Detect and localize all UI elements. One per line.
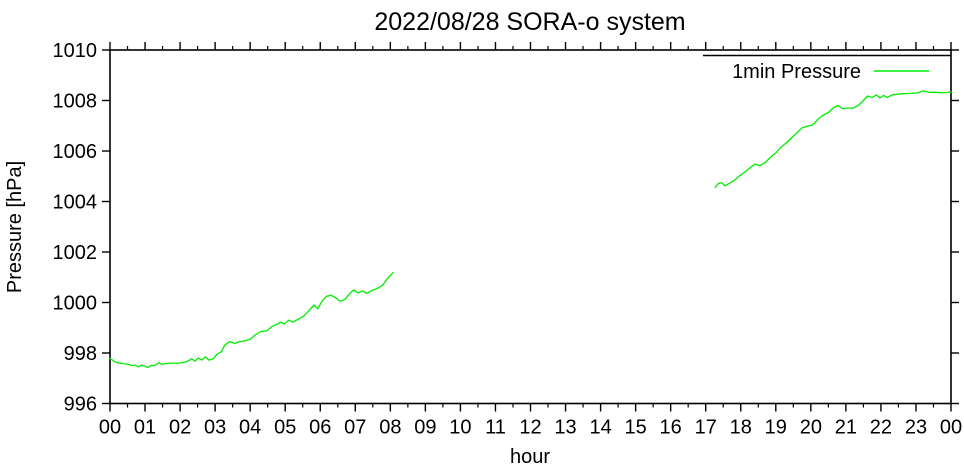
x-tick-label: 00 — [940, 417, 962, 439]
y-tick-label: 1004 — [53, 192, 98, 214]
legend-label: 1min Pressure — [732, 61, 861, 83]
x-tick-label: 10 — [449, 417, 471, 439]
x-tick-label: 19 — [765, 417, 787, 439]
x-tick-label: 16 — [660, 417, 682, 439]
y-tick-label: 1010 — [53, 40, 98, 62]
y-tick-label: 1002 — [53, 242, 98, 264]
x-tick-label: 22 — [870, 417, 892, 439]
pressure-line-segment — [714, 90, 952, 189]
x-tick-label: 21 — [835, 417, 857, 439]
x-tick-label: 09 — [414, 417, 436, 439]
y-tick-label: 1008 — [53, 91, 98, 113]
y-axis-title: Pressure [hPa] — [4, 161, 26, 293]
tick-marks — [102, 42, 959, 412]
x-tick-label: 01 — [134, 417, 156, 439]
x-tick-label: 12 — [519, 417, 541, 439]
x-tick-label: 23 — [905, 417, 927, 439]
x-tick-label: 17 — [695, 417, 717, 439]
x-tick-label: 00 — [99, 417, 121, 439]
x-tick-label: 07 — [344, 417, 366, 439]
legend: 1min Pressure — [703, 54, 951, 83]
x-tick-label: 18 — [730, 417, 752, 439]
pressure-line-segment — [109, 272, 394, 369]
x-tick-label: 05 — [274, 417, 296, 439]
x-tick-label: 06 — [309, 417, 331, 439]
x-tick-label: 02 — [169, 417, 191, 439]
plot-border — [109, 49, 952, 405]
x-tick-label: 11 — [485, 417, 506, 439]
x-tick-label: 08 — [379, 417, 401, 439]
y-tick-label: 996 — [64, 394, 97, 416]
x-tick-label: 20 — [800, 417, 822, 439]
chart-title: 2022/08/28 SORA-o system — [374, 8, 685, 36]
pressure-series — [109, 90, 952, 369]
tick-labels: 00 01 02 03 04 05 06 07 08 09 10 11 12 13 14 15 16 17 18 19… — [53, 40, 963, 439]
x-tick-label: 14 — [589, 417, 611, 439]
y-tick-label: 998 — [64, 343, 97, 365]
x-axis-title: hour — [510, 446, 550, 468]
x-tick-label: 13 — [554, 417, 576, 439]
x-tick-label: 03 — [204, 417, 226, 439]
x-tick-label: 15 — [625, 417, 647, 439]
y-tick-label: 1000 — [53, 293, 98, 315]
y-tick-label: 1006 — [53, 141, 98, 163]
x-tick-label: 04 — [239, 417, 261, 439]
